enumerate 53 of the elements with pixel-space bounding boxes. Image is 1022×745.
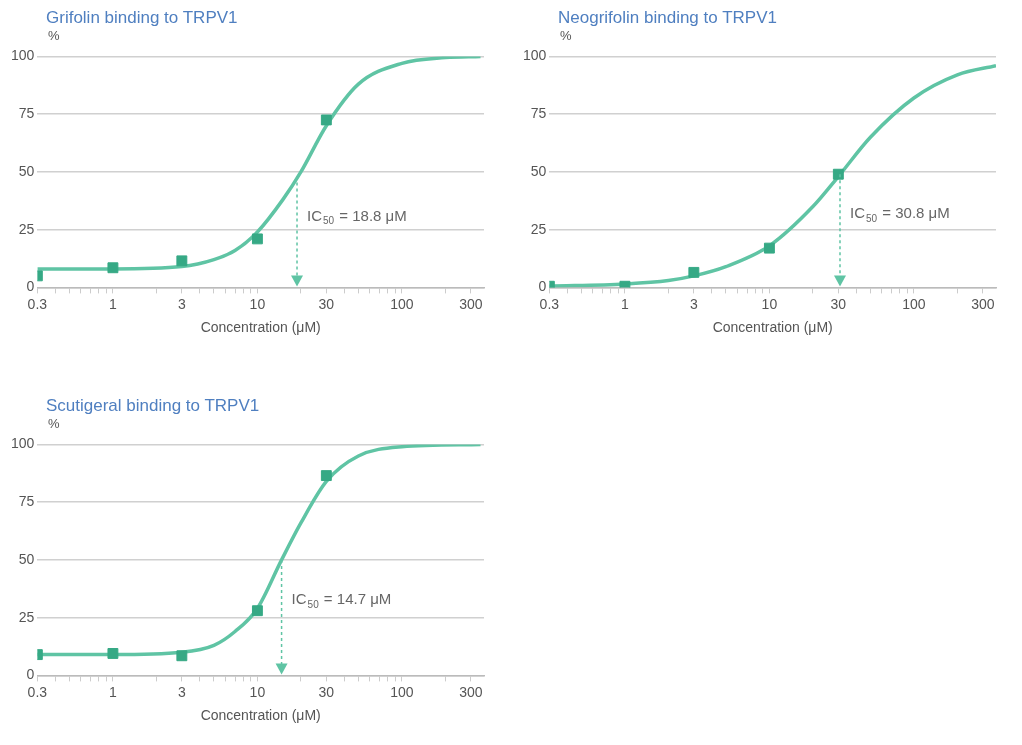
y-tick-label: 50 — [18, 162, 35, 179]
x-tick-label: 10 — [249, 683, 266, 700]
x-tick-label: 1 — [621, 295, 630, 312]
x-axis-title: Concentration (μM) — [200, 319, 321, 336]
y-axis-title: % — [48, 416, 61, 431]
y-tick-label: 0 — [26, 666, 35, 683]
point — [176, 650, 188, 662]
y-tick-label: 75 — [18, 493, 35, 510]
y-tick-label: 25 — [18, 608, 35, 625]
x-tick-label: 3 — [177, 295, 186, 312]
point — [107, 648, 119, 659]
point — [320, 114, 332, 126]
x-tick-label: 3 — [689, 295, 698, 312]
y-tick-label: 75 — [530, 105, 547, 122]
x-tick-label: 1 — [109, 683, 118, 700]
y-axis-title: % — [560, 28, 573, 43]
y-tick-label: 50 — [530, 162, 547, 179]
x-tick-label: 0.3 — [539, 295, 560, 312]
y-tick-label: 25 — [530, 220, 547, 237]
x-axis-title: Concentration (μM) — [712, 319, 833, 336]
y-tick-label: 100 — [11, 435, 35, 452]
x-tick-label: 10 — [249, 295, 266, 312]
chart-title: Scutigeral binding to TRPV1 — [46, 396, 261, 416]
x-tick-label: 100 — [390, 295, 414, 312]
x-tick-label: 30 — [830, 295, 847, 312]
point — [320, 470, 332, 482]
x-tick-label: 30 — [318, 295, 335, 312]
x-tick-label: 100 — [390, 683, 414, 700]
y-tick-label: 75 — [18, 105, 35, 122]
point — [107, 262, 119, 274]
y-tick-label: 25 — [18, 220, 35, 237]
x-tick-label: 0.3 — [27, 683, 48, 700]
point — [688, 266, 700, 278]
y-tick-label: 50 — [18, 550, 35, 567]
x-tick-label: 300 — [971, 295, 995, 312]
x-tick-label: 100 — [902, 295, 926, 312]
x-tick-label: 30 — [318, 683, 335, 700]
x-tick-label: 0.3 — [27, 295, 48, 312]
chart-title: Neogrifolin binding to TRPV1 — [558, 8, 778, 28]
point — [832, 168, 844, 180]
y-tick-label: 100 — [11, 47, 35, 64]
x-tick-label: 300 — [459, 295, 483, 312]
x-tick-label: 10 — [761, 295, 778, 312]
x-axis-title: Concentration (μM) — [200, 707, 321, 724]
x-tick-label: 300 — [459, 683, 483, 700]
y-tick-label: 100 — [523, 47, 547, 64]
chart-title: Grifolin binding to TRPV1 — [46, 8, 239, 28]
y-tick-label: 0 — [538, 278, 547, 295]
x-tick-label: 1 — [109, 295, 118, 312]
point — [176, 255, 188, 267]
x-tick-label: 3 — [177, 683, 186, 700]
y-axis-title: % — [48, 28, 61, 43]
y-tick-label: 0 — [26, 278, 35, 295]
